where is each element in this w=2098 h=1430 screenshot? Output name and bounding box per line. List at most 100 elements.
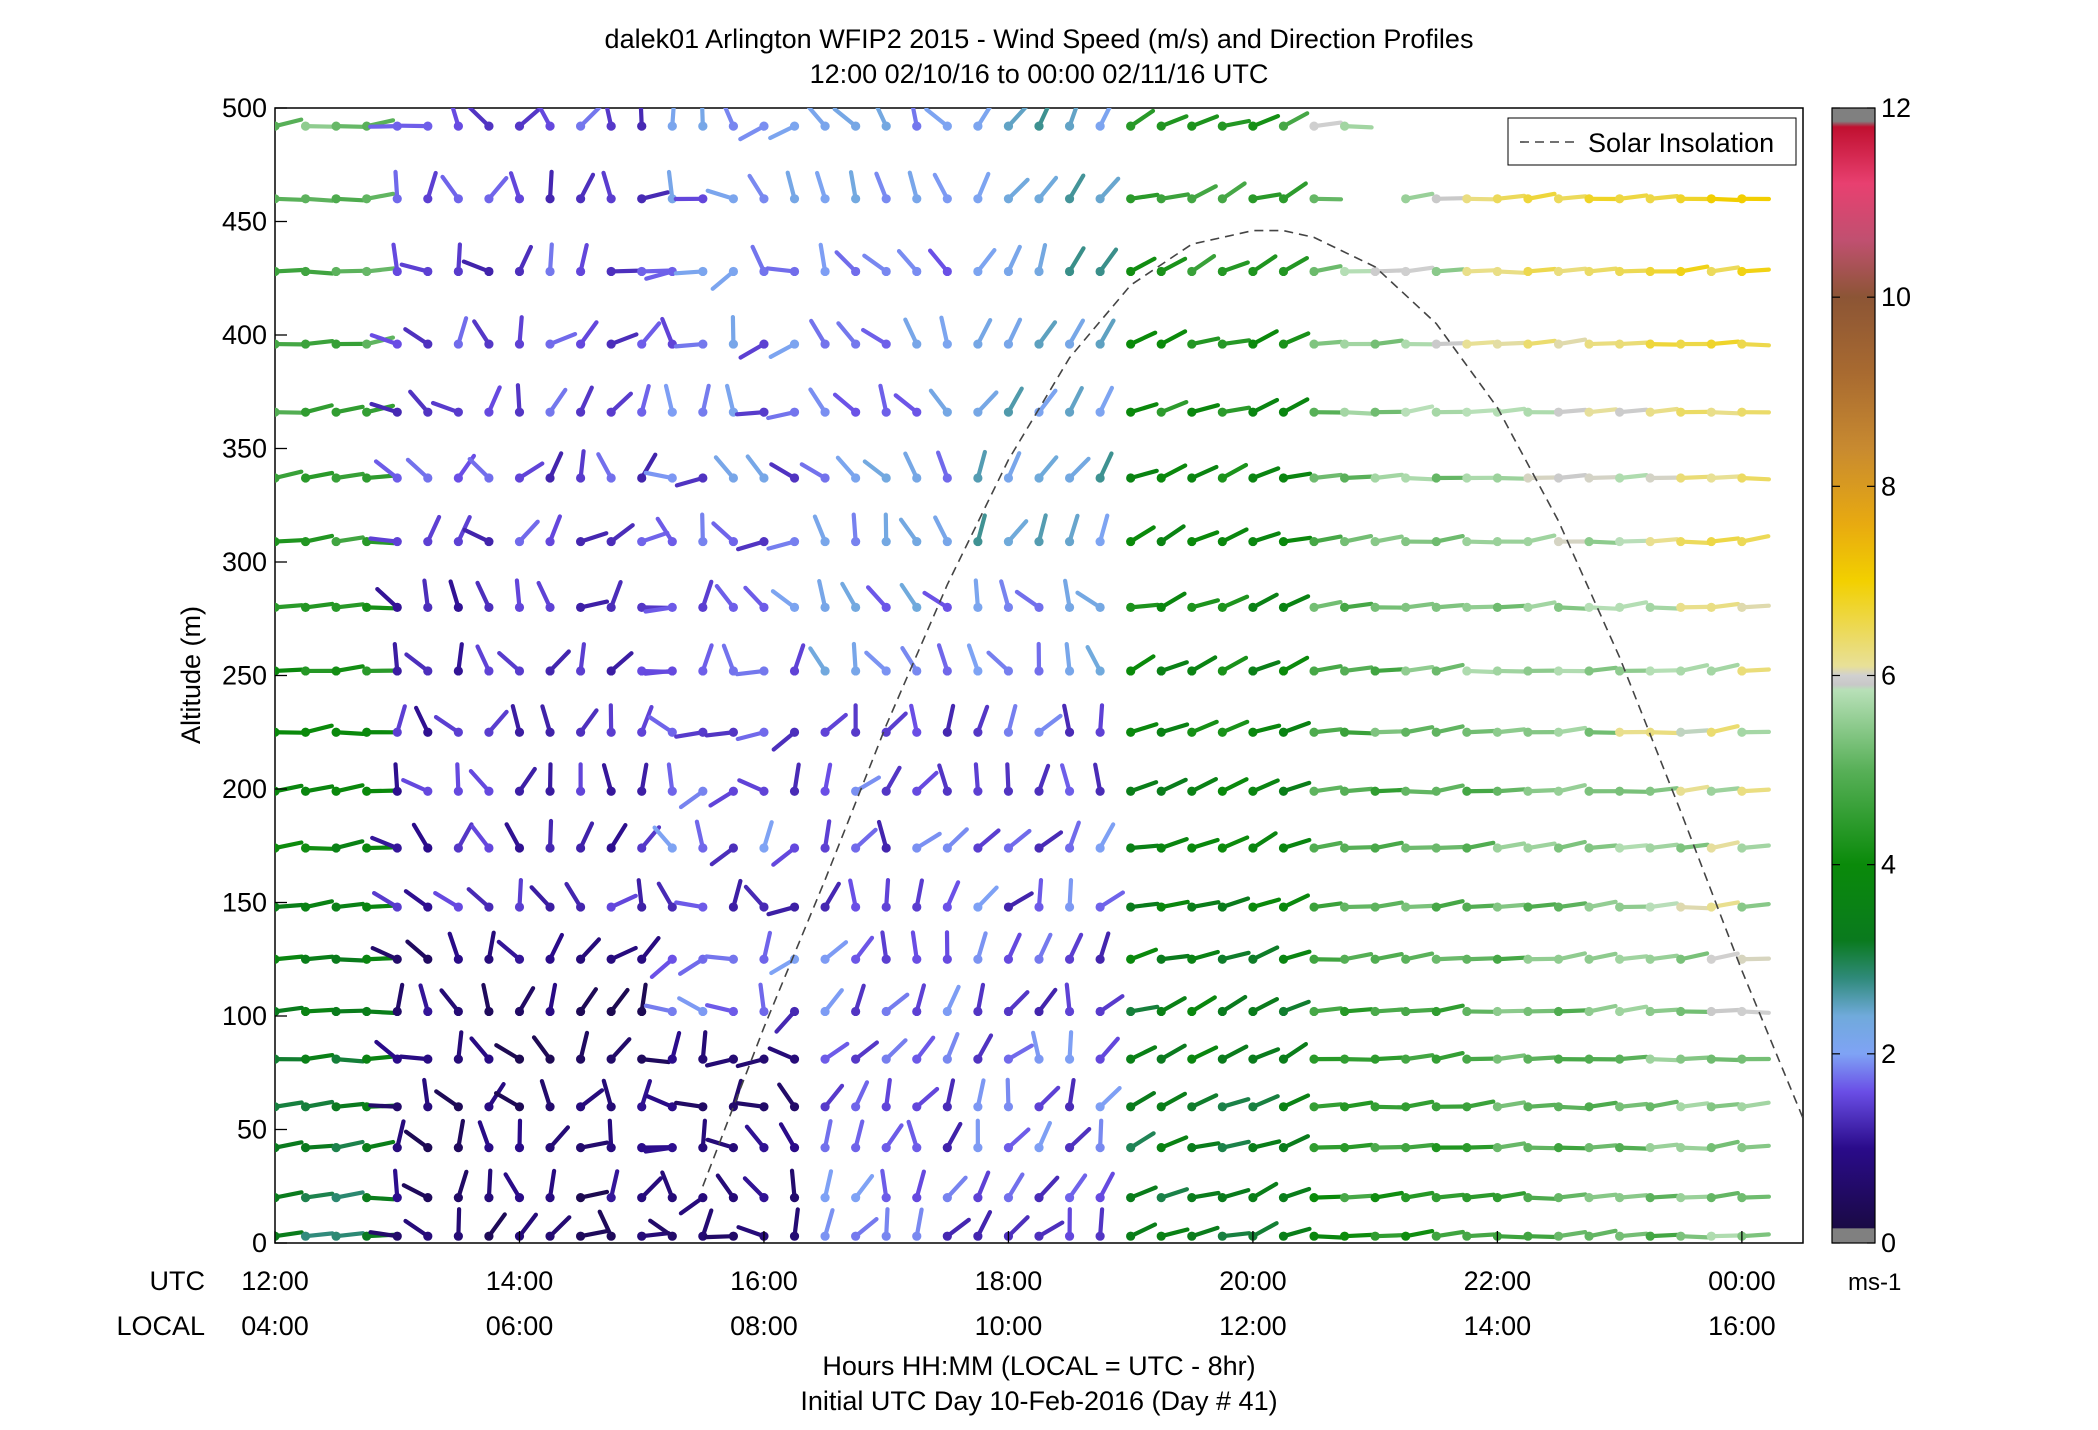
wind-barb-head [1462, 1055, 1471, 1064]
wind-barb-head [454, 1102, 463, 1111]
wind-barb-head [1401, 728, 1410, 737]
wind-barb-head [1157, 1007, 1166, 1016]
wind-barb-head [1279, 1055, 1288, 1064]
wind-barb-head [882, 1232, 891, 1241]
wind-barb-head [943, 1232, 952, 1241]
wind-barb-head [362, 267, 371, 276]
wind-barb-head [1340, 1102, 1349, 1111]
wind-barb-head [1523, 194, 1532, 203]
chart-title: dalek01 Arlington WFIP2 2015 - Wind Spee… [605, 24, 1474, 54]
wind-barb-head [790, 408, 799, 417]
wind-barb-head [545, 339, 554, 348]
wind-barb-head [729, 537, 738, 546]
wind-barb-head [637, 1193, 646, 1202]
wind-barb-head [393, 603, 402, 612]
wind-barb-head [484, 728, 493, 737]
wind-barb-head [668, 537, 677, 546]
wind-barb-head [301, 473, 310, 482]
wind-barb-head [1340, 603, 1349, 612]
wind-barb-head [1157, 122, 1166, 131]
wind-barb-head [912, 122, 921, 131]
wind-barb-head [882, 1102, 891, 1111]
wind-barb-head [1554, 1007, 1563, 1016]
wind-barb-head [484, 787, 493, 796]
wind-barb-head [1218, 194, 1227, 203]
wind-barb-head [515, 666, 524, 675]
wind-barb-head [1065, 1007, 1074, 1016]
wind-barb-head [820, 473, 829, 482]
wind-barb-head [576, 666, 585, 675]
wind-barb-head [1523, 537, 1532, 546]
wind-barb-head [1187, 408, 1196, 417]
wind-barb-head [1584, 339, 1593, 348]
wind-barb-head [1279, 902, 1288, 911]
wind-barb-head [1615, 843, 1624, 852]
wind-barb-head [790, 122, 799, 131]
wind-barb-head [1493, 955, 1502, 964]
wind-barb-head [1248, 473, 1257, 482]
wind-barb-head [1584, 787, 1593, 796]
wind-barb-head [1126, 787, 1135, 796]
wind-barb-head [759, 122, 768, 131]
wind-barb-head [393, 1232, 402, 1241]
wind-barb-head [484, 1193, 493, 1202]
wind-barb-head [1126, 1193, 1135, 1202]
wind-barb-head [515, 787, 524, 796]
wind-barb-head [668, 408, 677, 417]
wind-barb-head [362, 787, 371, 796]
wind-barb-head [1218, 666, 1227, 675]
colorbar-unit-label: ms-1 [1848, 1269, 1901, 1296]
wind-barb-head [1034, 902, 1043, 911]
wind-barb-head [1248, 267, 1257, 276]
wind-barb-head [729, 1193, 738, 1202]
wind-barb-head [576, 1193, 585, 1202]
wind-barb-head [1218, 1007, 1227, 1016]
wind-barb-head [1096, 339, 1105, 348]
wind-barb-head [576, 122, 585, 131]
wind-barb-head [698, 1193, 707, 1202]
wind-barb-head [1126, 537, 1135, 546]
wind-barb-head [1493, 339, 1502, 348]
wind-barb-head [332, 787, 341, 796]
wind-barb-head [1462, 1007, 1471, 1016]
wind-barb-head [1034, 537, 1043, 546]
wind-barb-head [1523, 902, 1532, 911]
wind-barb-head [1004, 955, 1013, 964]
wind-barb-head [301, 194, 310, 203]
wind-barb-head [1096, 1193, 1105, 1202]
wind-barb-head [1126, 955, 1135, 964]
wind-barb-head [1096, 473, 1105, 482]
wind-barb-head [912, 666, 921, 675]
wind-barb-head [332, 1232, 341, 1241]
wind-barb-head [1065, 408, 1074, 417]
wind-barb-head [393, 473, 402, 482]
wind-barb-head [1462, 1102, 1471, 1111]
wind-barb-head [943, 603, 952, 612]
wind-barb-head [332, 1193, 341, 1202]
wind-barb-head [270, 902, 279, 911]
wind-barb-head [1126, 1102, 1135, 1111]
wind-barb-head [820, 1102, 829, 1111]
wind-barb-head [1157, 537, 1166, 546]
wind-barb-head [1401, 537, 1410, 546]
wind-barb-head [790, 1007, 799, 1016]
wind-barb-head [1096, 267, 1105, 276]
wind-barb-head [820, 339, 829, 348]
wind-barb-head [637, 408, 646, 417]
wind-barb-head [1248, 122, 1257, 131]
wind-barb-head [759, 408, 768, 417]
wind-barb-head [698, 537, 707, 546]
wind-barb-head [270, 603, 279, 612]
y-tick-label: 300 [222, 547, 267, 577]
wind-barb-head [1340, 787, 1349, 796]
wind-barb-head [1707, 603, 1716, 612]
wind-barb-head [1646, 267, 1655, 276]
wind-barb-head [668, 1007, 677, 1016]
wind-barb-head [1707, 1102, 1716, 1111]
wind-barb-head [301, 1055, 310, 1064]
wind-barb-head [973, 1102, 982, 1111]
wind-barb-head [1034, 1143, 1043, 1152]
wind-barb-head [484, 537, 493, 546]
wind-barb-head [484, 408, 493, 417]
wind-barb-head [1279, 267, 1288, 276]
